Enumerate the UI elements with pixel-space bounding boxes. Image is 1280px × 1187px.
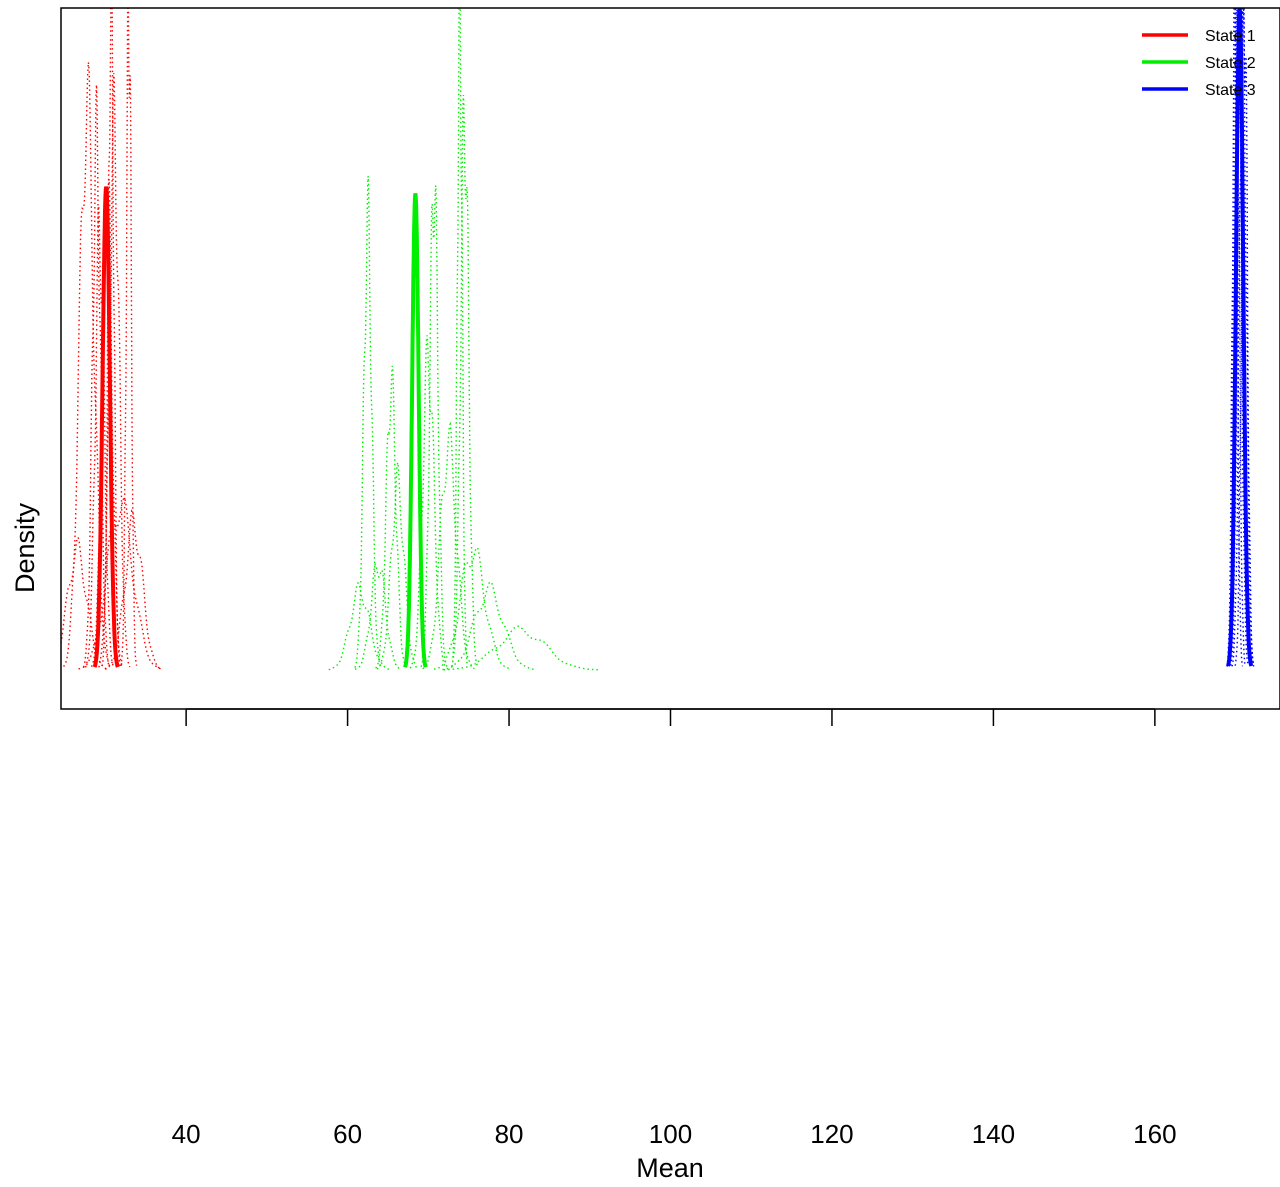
density-draw-2 bbox=[409, 335, 447, 669]
density-mean-1 bbox=[92, 186, 120, 668]
density-draw-2 bbox=[328, 582, 391, 671]
density-curves bbox=[61, 8, 1255, 671]
x-tick-label: 140 bbox=[972, 1119, 1015, 1149]
density-draw-2 bbox=[354, 176, 382, 668]
density-draw-3 bbox=[1234, 8, 1255, 666]
x-tick-label: 120 bbox=[810, 1119, 853, 1149]
x-axis-title: Mean bbox=[636, 1153, 704, 1183]
legend-label: State 2 bbox=[1205, 55, 1256, 72]
density-draw-2 bbox=[354, 562, 402, 670]
density-draw-2 bbox=[375, 365, 408, 669]
density-draw-2 bbox=[420, 185, 448, 667]
x-axis: 40 60 80 100 120 140 160 bbox=[172, 708, 1177, 1149]
density-draw-3 bbox=[1231, 8, 1255, 667]
x-tick-label: 160 bbox=[1133, 1119, 1176, 1149]
density-draw-1 bbox=[84, 204, 115, 668]
x-tick-label: 40 bbox=[172, 1119, 201, 1149]
legend-label: State 3 bbox=[1205, 82, 1256, 99]
x-tick-label: 60 bbox=[333, 1119, 362, 1149]
y-axis-title: Density bbox=[10, 502, 40, 593]
density-draw-2 bbox=[442, 580, 536, 671]
legend-label: State 1 bbox=[1205, 28, 1256, 45]
density-draw-1 bbox=[98, 73, 131, 668]
legend: State 1 State 2 State 3 bbox=[1142, 28, 1256, 99]
density-mean-3 bbox=[1226, 8, 1254, 667]
x-tick-label: 100 bbox=[649, 1119, 692, 1149]
x-tick-label: 80 bbox=[495, 1119, 524, 1149]
density-draw-2 bbox=[376, 462, 419, 670]
density-draw-2 bbox=[451, 8, 469, 667]
density-draw-1 bbox=[78, 495, 162, 670]
density-draw-2 bbox=[433, 546, 512, 670]
density-mean-2 bbox=[403, 193, 428, 668]
